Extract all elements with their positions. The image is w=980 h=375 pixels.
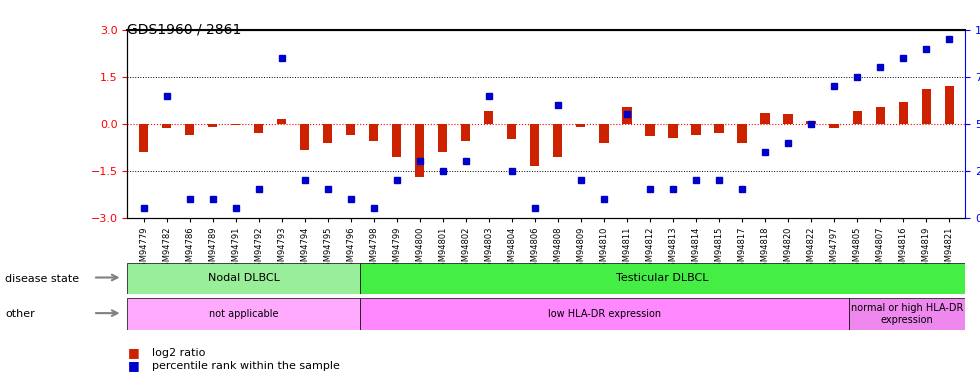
Bar (807, 121, 815, 124)
FancyBboxPatch shape (127, 298, 361, 330)
Bar (231, 124, 240, 125)
Bar (737, 124, 747, 142)
Bar (945, 86, 954, 124)
Bar (254, 124, 264, 133)
Bar (600, 124, 609, 142)
Text: low HLA-DR expression: low HLA-DR expression (548, 309, 662, 319)
Text: disease state: disease state (5, 274, 79, 284)
Bar (921, 89, 931, 124)
Text: ■: ■ (127, 346, 139, 359)
Bar (576, 124, 585, 127)
FancyBboxPatch shape (361, 298, 849, 330)
Text: ■: ■ (127, 359, 139, 372)
Bar (462, 124, 470, 141)
Bar (691, 124, 701, 135)
Bar (346, 124, 356, 135)
FancyBboxPatch shape (361, 262, 965, 294)
Bar (530, 124, 539, 166)
Bar (438, 124, 447, 152)
Bar (162, 124, 172, 128)
Bar (622, 106, 631, 124)
Bar (484, 111, 493, 124)
Text: normal or high HLA-DR
expression: normal or high HLA-DR expression (851, 303, 963, 325)
Bar (323, 124, 332, 142)
Bar (646, 124, 655, 136)
Bar (714, 124, 723, 133)
Text: GDS1960 / 2861: GDS1960 / 2861 (127, 22, 242, 36)
FancyBboxPatch shape (127, 262, 361, 294)
Text: Nodal DLBCL: Nodal DLBCL (208, 273, 279, 284)
Text: other: other (5, 309, 34, 319)
Bar (185, 124, 194, 135)
Text: log2 ratio: log2 ratio (152, 348, 205, 357)
Text: Testicular DLBCL: Testicular DLBCL (616, 273, 709, 284)
Bar (554, 124, 563, 157)
Bar (300, 124, 310, 150)
Bar (208, 124, 218, 127)
Bar (416, 124, 424, 177)
Bar (369, 124, 378, 141)
Bar (783, 114, 793, 124)
Bar (829, 124, 839, 128)
Bar (139, 124, 148, 152)
Bar (392, 124, 402, 157)
Bar (853, 111, 861, 124)
Bar (277, 119, 286, 124)
FancyBboxPatch shape (849, 298, 965, 330)
Text: not applicable: not applicable (209, 309, 278, 319)
Bar (668, 124, 677, 138)
Bar (508, 124, 516, 140)
Bar (899, 102, 907, 124)
Text: percentile rank within the sample: percentile rank within the sample (152, 361, 340, 370)
Bar (875, 106, 885, 124)
Bar (760, 113, 769, 124)
